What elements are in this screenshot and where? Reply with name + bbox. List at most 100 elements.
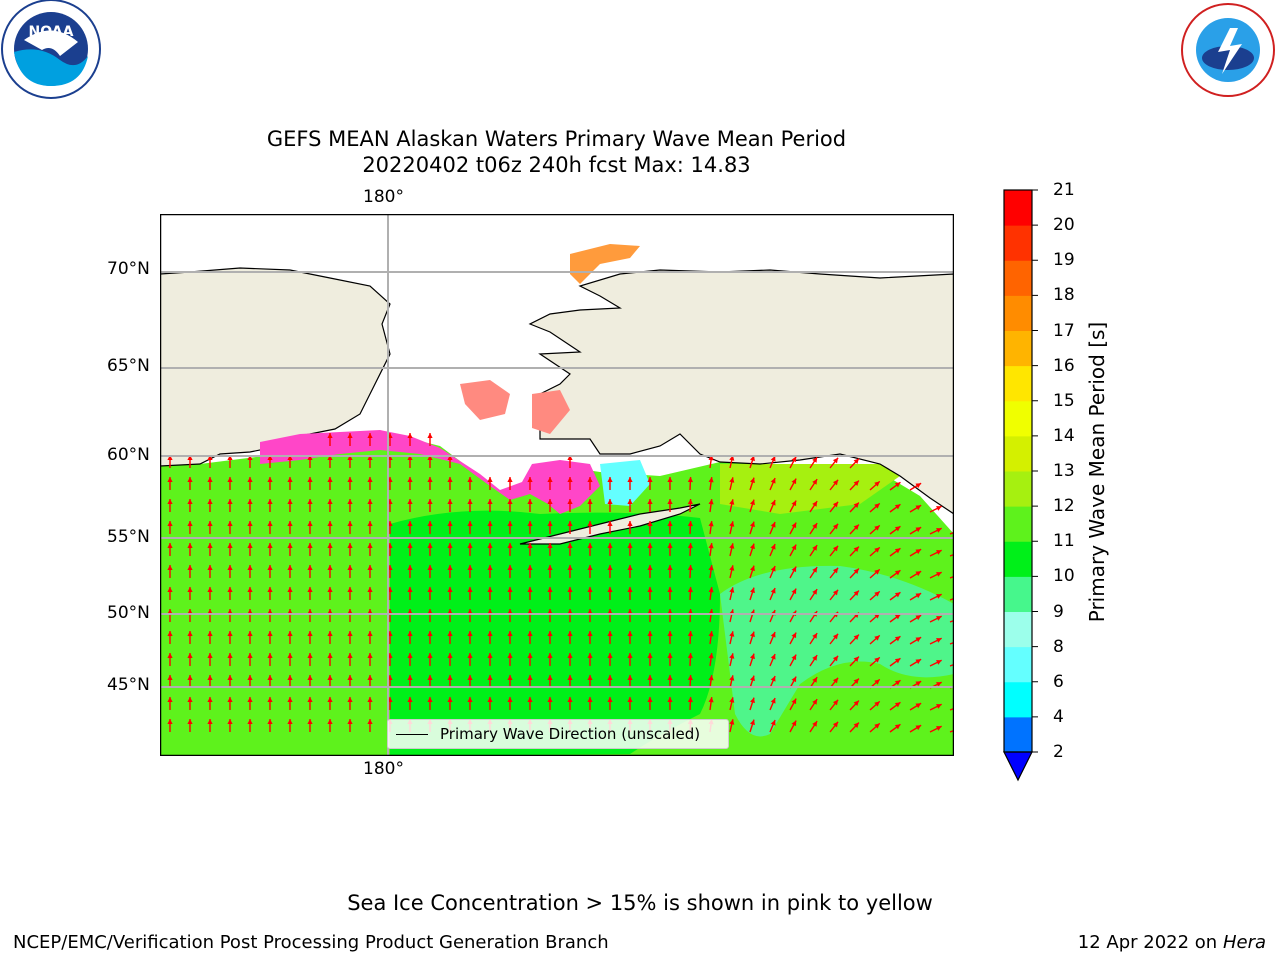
wave-direction-arrowhead	[327, 631, 333, 636]
colorbar-title: Primary Wave Mean Period [s]	[1085, 321, 1109, 623]
wave-direction-arrowhead	[247, 719, 253, 724]
wave-direction-arrowhead	[627, 565, 633, 570]
wave-direction-arrowhead	[287, 587, 293, 592]
lon-label-bottom: 180°	[363, 759, 404, 779]
wave-direction-arrowhead	[874, 481, 880, 487]
wave-direction-arrowhead	[607, 521, 613, 526]
wave-direction-arrowhead	[427, 565, 433, 570]
wave-direction-arrowhead	[547, 697, 553, 702]
colorbar-bin	[1004, 295, 1032, 331]
wave-direction-arrowhead	[427, 587, 433, 592]
wave-direction-arrowhead	[227, 653, 233, 658]
colorbar-bin	[1004, 471, 1032, 507]
wave-direction-arrowhead	[267, 587, 273, 592]
wave-direction-arrowhead	[307, 653, 313, 658]
wave-direction-arrowhead	[287, 609, 293, 614]
wave-direction-arrowhead	[407, 477, 413, 482]
footer-credit: NCEP/EMC/Verification Post Processing Pr…	[13, 932, 609, 953]
wave-direction-arrowhead	[567, 587, 573, 592]
wave-direction-arrowhead	[367, 433, 373, 438]
wave-direction-arrowhead	[487, 675, 493, 680]
wave-direction-arrowhead	[267, 565, 273, 570]
wave-direction-arrowhead	[267, 653, 273, 658]
wave-direction-arrowhead	[187, 455, 193, 460]
wave-direction-arrowhead	[327, 499, 333, 504]
wave-direction-arrowhead	[567, 499, 573, 504]
wave-direction-arrowhead	[627, 697, 633, 702]
wave-direction-arrowhead	[607, 609, 613, 614]
wave-direction-arrowhead	[307, 719, 313, 724]
colorbar-tick-label: 21	[1053, 180, 1075, 200]
wave-direction-arrowhead	[915, 527, 922, 533]
wave-direction-arrowhead	[507, 609, 513, 614]
wave-direction-arrowhead	[467, 653, 473, 658]
colorbar-tick-label: 6	[1053, 671, 1064, 692]
wave-direction-arrowhead	[627, 631, 633, 636]
wave-direction-arrowhead	[167, 565, 173, 570]
wave-direction-arrowhead	[167, 653, 173, 658]
wave-direction-arrowhead	[467, 543, 473, 548]
wave-direction-arrowhead	[187, 675, 193, 680]
wave-direction-arrowhead	[327, 675, 333, 680]
colorbar-bin	[1004, 400, 1032, 437]
wave-direction-arrowhead	[367, 455, 373, 460]
wave-direction-arrowhead	[227, 521, 233, 526]
wave-direction-arrowhead	[894, 526, 901, 532]
wave-direction-arrowhead	[487, 609, 493, 614]
wave-direction-arrowhead	[327, 587, 333, 592]
wave-direction-arrowhead	[487, 477, 493, 482]
wave-direction-arrowhead	[607, 697, 613, 702]
wave-direction-arrowhead	[367, 631, 373, 636]
wave-direction-arrowhead	[327, 609, 333, 614]
wave-direction-arrowhead	[327, 653, 333, 658]
wave-direction-arrowhead	[647, 477, 653, 482]
wave-direction-arrowhead	[894, 658, 901, 664]
wave-direction-arrowhead	[791, 698, 797, 705]
wave-direction-arrowhead	[367, 543, 373, 548]
wave-direction-arrowhead	[607, 477, 613, 482]
wave-direction-arrowhead	[527, 543, 533, 548]
wave-direction-arrowhead	[627, 543, 633, 548]
wave-direction-arrow	[949, 553, 954, 557]
wave-direction-arrowhead	[667, 587, 673, 592]
wave-direction-arrowhead	[894, 636, 901, 642]
wave-direction-arrowhead	[667, 477, 673, 482]
colorbar-tick-label: 12	[1053, 496, 1075, 517]
wave-direction-arrowhead	[791, 478, 797, 485]
wave-direction-arrowhead	[936, 638, 942, 643]
wave-direction-arrowhead	[915, 505, 922, 511]
wave-direction-arrowhead	[487, 565, 493, 570]
wave-direction-arrowhead	[667, 565, 673, 570]
wave-direction-arrowhead	[507, 565, 513, 570]
wave-direction-arrowhead	[647, 499, 653, 504]
wave-direction-arrowhead	[447, 521, 453, 526]
wave-direction-arrowhead	[812, 479, 818, 485]
wave-direction-arrowhead	[832, 677, 839, 684]
colorbar-tick-label: 15	[1053, 390, 1075, 411]
wave-direction-arrowhead	[327, 565, 333, 570]
wave-direction-arrowhead	[587, 653, 593, 658]
wave-direction-arrowhead	[467, 477, 473, 482]
wave-direction-arrowhead	[407, 543, 413, 548]
wave-direction-arrowhead	[874, 657, 880, 663]
colorbar-bin	[1004, 260, 1032, 296]
wave-direction-arrowhead	[227, 543, 233, 548]
wave-direction-arrowhead	[347, 653, 353, 658]
wave-direction-arrowhead	[267, 719, 273, 724]
wave-direction-arrowhead	[894, 702, 901, 708]
wave-direction-arrowhead	[567, 609, 573, 614]
wave-direction-arrowhead	[187, 499, 193, 504]
wave-direction-arrowhead	[770, 698, 776, 704]
wave-direction-arrowhead	[729, 631, 735, 637]
wave-direction-arrowhead	[915, 703, 922, 709]
wave-direction-arrowhead	[207, 631, 213, 636]
wave-direction-arrowhead	[894, 504, 901, 510]
wave-direction-arrowhead	[812, 501, 818, 507]
wave-direction-arrowhead	[647, 631, 653, 636]
wave-direction-arrowhead	[812, 457, 818, 463]
colorbar-tick-label: 16	[1053, 355, 1075, 376]
wave-direction-arrowhead	[527, 675, 533, 680]
wave-direction-arrowhead	[347, 675, 353, 680]
wave-direction-arrowhead	[770, 500, 776, 506]
wave-direction-arrowhead	[287, 631, 293, 636]
